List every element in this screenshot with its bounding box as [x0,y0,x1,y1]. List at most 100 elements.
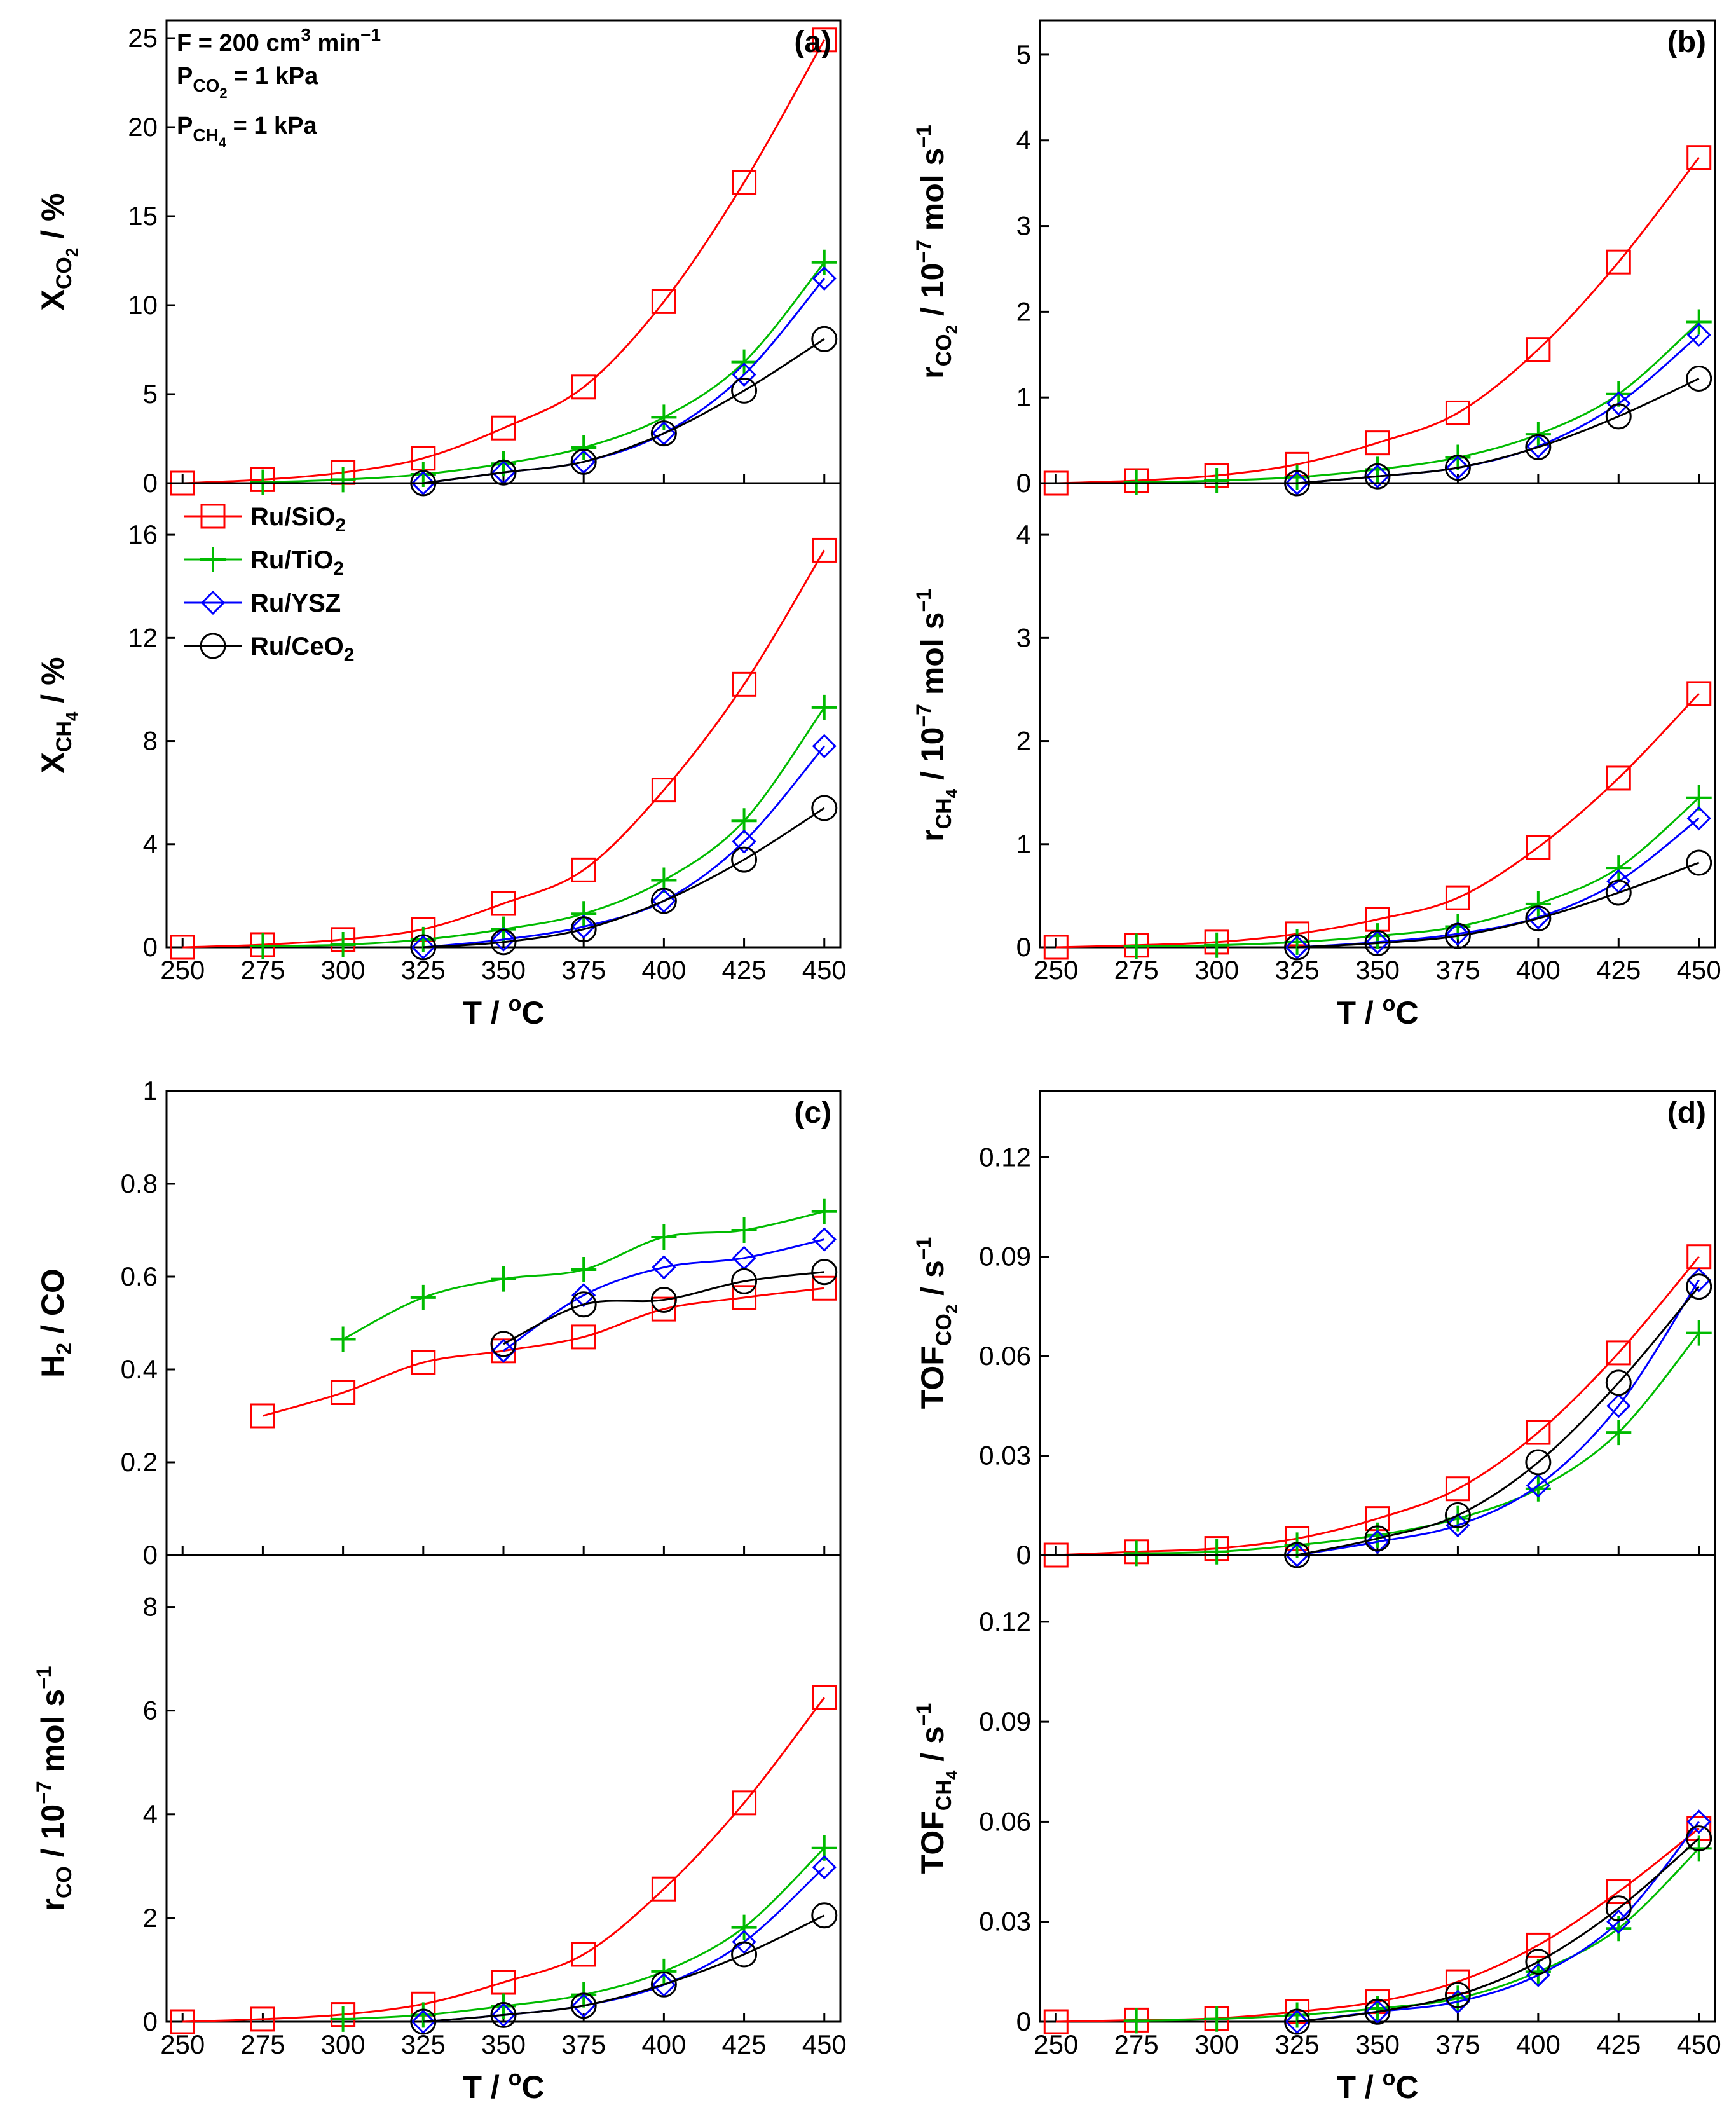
data-point [1686,806,1711,831]
data-point [812,1685,837,1710]
y-tick-label: 0.03 [979,1907,1031,1937]
data-point [1123,933,1149,959]
data-point [811,249,837,275]
data-point [1446,455,1470,480]
series-ru-tio2 [1123,309,1712,495]
data-point [570,1291,597,1318]
data-point [651,778,676,803]
data-point [651,289,676,314]
data-point [1285,2009,1309,2034]
x-tick-label: 350 [481,955,526,985]
y-axis-title: TOFCH4 / s−1 [912,1703,961,1874]
data-point [411,1350,436,1375]
plot-frame [1039,1090,1716,1556]
series-line [1297,1837,1700,2023]
cond-sub2: 4 [219,135,227,151]
x-tick-label: 275 [1114,955,1159,985]
data-point [1606,1420,1632,1446]
data-point [1525,1476,1551,1502]
x-tick-label: 400 [641,2029,686,2059]
series-line [423,338,825,484]
x-title-sup: o [509,2066,522,2090]
data-point [410,2002,436,2028]
cond-main: F = 200 cm [177,30,301,57]
data-point [411,2009,435,2034]
data-point [1365,430,1390,456]
y-tick-label: 0.09 [979,1706,1031,1736]
y-tick-label: 0.2 [121,1447,158,1477]
y-title-sub: CO [932,1313,956,1346]
y-title-rest: / s [915,1726,950,1770]
x-tick-label: 450 [802,2029,847,2059]
y-title-rest: / CO [35,1268,71,1343]
data-point [571,374,596,400]
data-point [1525,891,1551,917]
data-point [1606,1340,1631,1366]
y-tick-label: 2 [1016,726,1031,756]
data-point [1364,1998,1391,2025]
data-point [1285,935,1309,960]
data-point [490,2001,517,2028]
y-tick-label: 10 [128,290,158,320]
y-title-sub2: 4 [62,711,81,721]
data-point [330,931,356,957]
data-point [1446,921,1470,947]
legend-sub: 2 [335,515,346,536]
data-point [1365,1530,1390,1554]
x-tick-label: 375 [561,955,606,985]
data-point [1686,681,1712,706]
y-title-rest2: mol s [915,148,950,240]
x-axis-title: T / oC [462,992,544,1031]
data-point [1043,2009,1069,2034]
data-point [1365,929,1390,955]
y-title-sup: −7 [32,1781,55,1804]
y-tick-label: 0.06 [979,1341,1031,1371]
data-point [1606,391,1631,416]
data-point [1526,835,1551,860]
x-title-main: T / [1336,995,1382,1031]
data-point [811,326,838,352]
data-point [1364,463,1391,490]
data-point [732,362,756,387]
data-point [1445,1476,1470,1502]
y-title-sub: CH [932,1780,956,1811]
y-tick-label: 0 [143,2006,158,2036]
series-ru-tio2 [1123,785,1712,959]
data-point [491,891,516,916]
data-point [1606,855,1632,881]
y-title-sub: CO [52,1866,76,1898]
legend-label: Ru/YSZ [250,589,341,617]
data-point [1284,929,1310,955]
data-point [1284,2008,1311,2035]
y-title-sup: −7 [912,240,935,263]
x-axis-title: T / oC [1336,992,1418,1031]
data-point [1444,1982,1471,2008]
data-point [1526,1932,1551,1958]
series-line [1297,861,1700,949]
x-tick-label: 375 [1435,955,1480,985]
series-ru-sio2 [1043,1244,1712,1568]
y-title-sub: CH [52,721,76,752]
data-point [731,1217,757,1243]
y-tick-label: 0 [143,468,158,498]
plot-frame [1039,1554,1716,2023]
series-ru-sio2 [1043,681,1712,960]
data-point [1686,366,1712,392]
y-tick-label: 5 [1016,39,1031,69]
data-point [1606,1394,1631,1418]
data-point [491,1338,516,1363]
y-title-sub2: 2 [62,248,81,257]
series-line [503,1238,825,1352]
plot-frame [1039,482,1716,949]
legend-label: Ru/TiO2 [250,546,344,579]
data-point [411,935,435,960]
series-ru-sio2 [170,1685,837,2034]
series-line [1297,1286,1700,1556]
data-point [731,1941,758,1968]
y-title-rest: / % [35,657,71,711]
series-line [1056,692,1700,949]
legend-name: Ru/SiO [250,503,335,531]
y-title-sub: CO [52,257,76,289]
series-ru-ysz [1285,1268,1711,1568]
